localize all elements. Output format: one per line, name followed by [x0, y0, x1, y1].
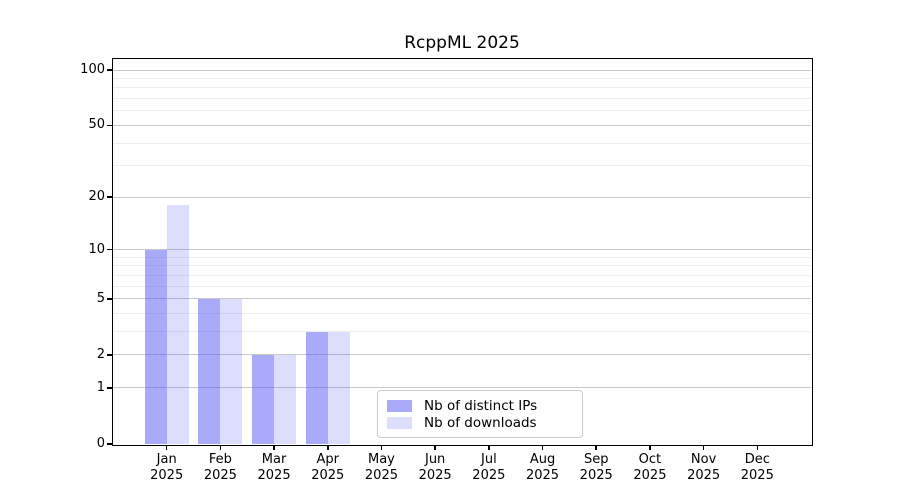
y-gridline-major — [113, 69, 811, 71]
y-gridline-major — [113, 387, 811, 389]
y-tick-mark — [107, 69, 112, 71]
x-tick-mark — [541, 445, 544, 450]
legend-item-downloads: Nb of downloads — [387, 414, 573, 431]
y-gridline-minor — [113, 313, 811, 315]
x-tick-mark — [488, 445, 490, 450]
plot-area — [113, 59, 811, 444]
y-gridline-minor — [113, 331, 811, 333]
x-tick-label: Jun 2025 — [418, 452, 452, 483]
legend-swatch-downloads — [387, 416, 412, 429]
y-tick-label: 50 — [88, 117, 105, 133]
y-gridline-major — [113, 298, 811, 300]
bar-distinct-ips-feb — [198, 298, 221, 444]
x-tick-mark — [273, 445, 275, 450]
y-tick-mark — [107, 297, 112, 300]
x-tick-label: Mar 2025 — [257, 452, 291, 483]
y-tick-label: 10 — [88, 241, 105, 257]
y-gridline-minor — [113, 110, 811, 112]
y-gridline-minor — [113, 274, 811, 276]
y-gridline-major — [113, 196, 811, 198]
x-tick-label: Nov 2025 — [687, 452, 721, 483]
y-tick-label: 2 — [96, 346, 105, 362]
x-tick-label: Sep 2025 — [579, 452, 613, 483]
bar-distinct-ips-mar — [252, 354, 275, 444]
y-tick-label: 0 — [96, 436, 105, 451]
y-tick-mark — [107, 387, 112, 389]
y-gridline-minor — [113, 256, 811, 258]
legend-label-distinct-ips: Nb of distinct IPs — [424, 397, 538, 414]
x-tick-mark — [649, 445, 651, 450]
y-tick-mark — [107, 443, 112, 445]
x-tick-label: May 2025 — [364, 452, 398, 483]
bar-downloads-mar — [274, 354, 297, 444]
x-tick-mark — [702, 445, 705, 450]
y-tick-mark — [107, 248, 112, 251]
y-gridline-minor — [113, 265, 811, 267]
y-tick-label: 1 — [96, 379, 105, 395]
bar-downloads-jan — [166, 205, 189, 444]
y-gridline-major — [113, 354, 811, 356]
x-tick-mark — [380, 445, 383, 450]
y-tick-mark — [107, 354, 112, 356]
x-tick-label: Feb 2025 — [203, 452, 237, 483]
x-tick-mark — [165, 445, 168, 450]
x-tick-label: Dec 2025 — [740, 452, 774, 483]
x-tick-mark — [326, 445, 329, 450]
y-gridline-major — [113, 249, 811, 251]
y-tick-mark — [107, 196, 112, 199]
x-tick-mark — [756, 445, 759, 450]
bar-downloads-apr — [327, 331, 350, 444]
y-gridline-major — [113, 124, 811, 126]
x-tick-label: Jul 2025 — [472, 452, 506, 483]
bar-downloads-feb — [220, 298, 243, 444]
x-tick-label: Apr 2025 — [311, 452, 345, 483]
y-gridline-minor — [113, 87, 811, 89]
y-gridline-minor — [113, 285, 811, 287]
bar-distinct-ips-jan — [144, 249, 167, 444]
legend-label-downloads: Nb of downloads — [424, 414, 537, 431]
x-tick-mark — [219, 445, 222, 450]
y-gridline-minor — [113, 77, 811, 79]
y-gridline-minor — [113, 98, 811, 100]
y-tick-label: 100 — [80, 62, 105, 77]
legend-swatch-distinct-ips — [387, 399, 412, 412]
y-gridline-minor — [113, 165, 811, 167]
x-tick-label: Aug 2025 — [525, 452, 560, 483]
y-tick-label: 5 — [96, 290, 105, 306]
legend-item-distinct-ips: Nb of distinct IPs — [387, 397, 573, 414]
y-tick-mark — [107, 124, 112, 127]
x-tick-mark — [595, 445, 598, 450]
y-gridline-minor — [113, 142, 811, 144]
bar-distinct-ips-apr — [305, 331, 328, 444]
chart-title: RcppML 2025 — [404, 33, 520, 53]
legend: Nb of distinct IPs Nb of downloads — [377, 390, 583, 438]
x-tick-label: Oct 2025 — [633, 452, 667, 483]
x-tick-mark — [434, 445, 436, 450]
x-tick-label: Jan 2025 — [150, 452, 184, 483]
y-tick-label: 20 — [88, 189, 105, 205]
